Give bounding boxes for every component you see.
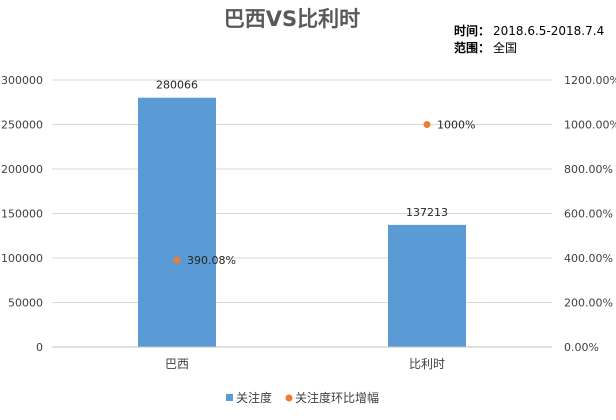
right-tick-label: 400.00% [564,252,613,265]
right-tick-label: 0.00% [564,341,599,354]
bar-series: 280066 137213 [138,79,466,347]
category-axis: 巴西 比利时 [165,357,445,371]
legend: 关注度 关注度环比增幅 [226,390,379,405]
left-tick-label: 300000 [1,74,43,87]
gridlines [52,79,552,303]
time-value: 2018.6.5-2018.7.4 [493,24,604,38]
right-tick-label: 800.00% [564,163,613,176]
time-label: 时间： [454,23,490,38]
bar-data-label: 280066 [156,79,198,92]
bar-data-label: 137213 [406,206,448,219]
left-tick-label: 250000 [1,119,43,132]
left-tick-label: 150000 [1,208,43,221]
right-axis: 0.00% 200.00% 400.00% 600.00% 800.00% 1000.00… [564,74,616,354]
point-data-label: 390.08% [187,254,236,267]
right-tick-label: 200.00% [564,297,613,310]
point-series: 390.08% 1000% [173,119,475,267]
left-axis: 0 50000 100000 150000 200000 250000 300000 [1,74,43,354]
range-value: 全国 [493,40,517,55]
data-point [173,256,181,264]
left-tick-label: 200000 [1,163,43,176]
legend-point-label: 关注度环比增幅 [295,390,379,405]
left-tick-label: 0 [36,341,43,354]
category-label: 比利时 [409,357,445,371]
right-tick-label: 1200.00% [564,74,616,87]
legend-bar-label: 关注度 [236,390,272,405]
right-tick-label: 1000.00% [564,119,616,132]
point-data-label: 1000% [437,119,475,132]
range-label: 范围： [454,40,490,55]
bar [388,224,466,347]
legend-bar-swatch [226,394,233,401]
chart-title: 巴西VS比利时 [224,7,360,31]
left-tick-label: 100000 [1,252,43,265]
right-tick-label: 600.00% [564,208,613,221]
bar [138,97,216,347]
left-tick-label: 50000 [8,297,43,310]
category-label: 巴西 [165,357,189,371]
legend-point-swatch [285,394,293,402]
data-point [423,121,431,128]
